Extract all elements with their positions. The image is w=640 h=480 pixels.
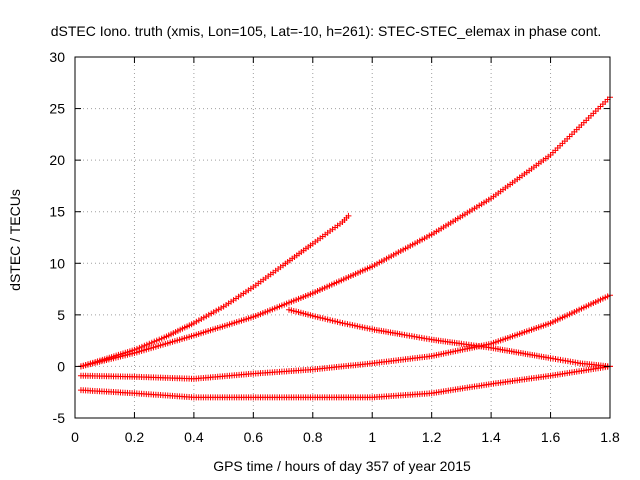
y-tick-label: 5	[57, 307, 65, 323]
x-tick-label: 1.2	[422, 429, 442, 445]
series-4	[77, 292, 613, 382]
x-tick-label: 0	[71, 429, 79, 445]
x-tick-label: 0.4	[184, 429, 204, 445]
y-tick-label: 15	[49, 204, 65, 220]
y-tick-label: 20	[49, 152, 65, 168]
y-tick-label: -5	[53, 410, 66, 426]
x-tick-label: 0.8	[303, 429, 323, 445]
y-axis-title: dSTEC / TECUs	[7, 189, 23, 291]
series-5	[77, 363, 613, 401]
y-tick-label: 25	[49, 101, 65, 117]
data-point	[345, 212, 352, 219]
x-axis-title: GPS time / hours of day 357 of year 2015	[213, 458, 471, 474]
data-points	[77, 94, 613, 401]
plot-frame	[74, 56, 611, 419]
x-tick-label: 1	[368, 429, 376, 445]
x-tick-label: 1.6	[541, 429, 561, 445]
chart-title: dSTEC Iono. truth (xmis, Lon=105, Lat=-1…	[51, 23, 602, 39]
x-tick-label: 1.8	[600, 429, 620, 445]
series-1	[77, 212, 352, 370]
x-tick-label: 0.6	[244, 429, 264, 445]
y-tick-label: 10	[49, 255, 65, 271]
x-tick-label: 1.4	[481, 429, 501, 445]
grid-lines	[75, 57, 610, 418]
y-tick-label: 0	[57, 358, 65, 374]
x-tick-label: 0.2	[125, 429, 145, 445]
tick-labels: 0 0.2 0.4 0.6 0.8 1 1.2 1.4 1.6 1.8 -5 0 5 10 15 20 25 30	[49, 49, 620, 445]
axis-ticks	[74, 56, 611, 419]
series-2	[77, 94, 613, 370]
y-tick-label: 30	[49, 49, 65, 65]
